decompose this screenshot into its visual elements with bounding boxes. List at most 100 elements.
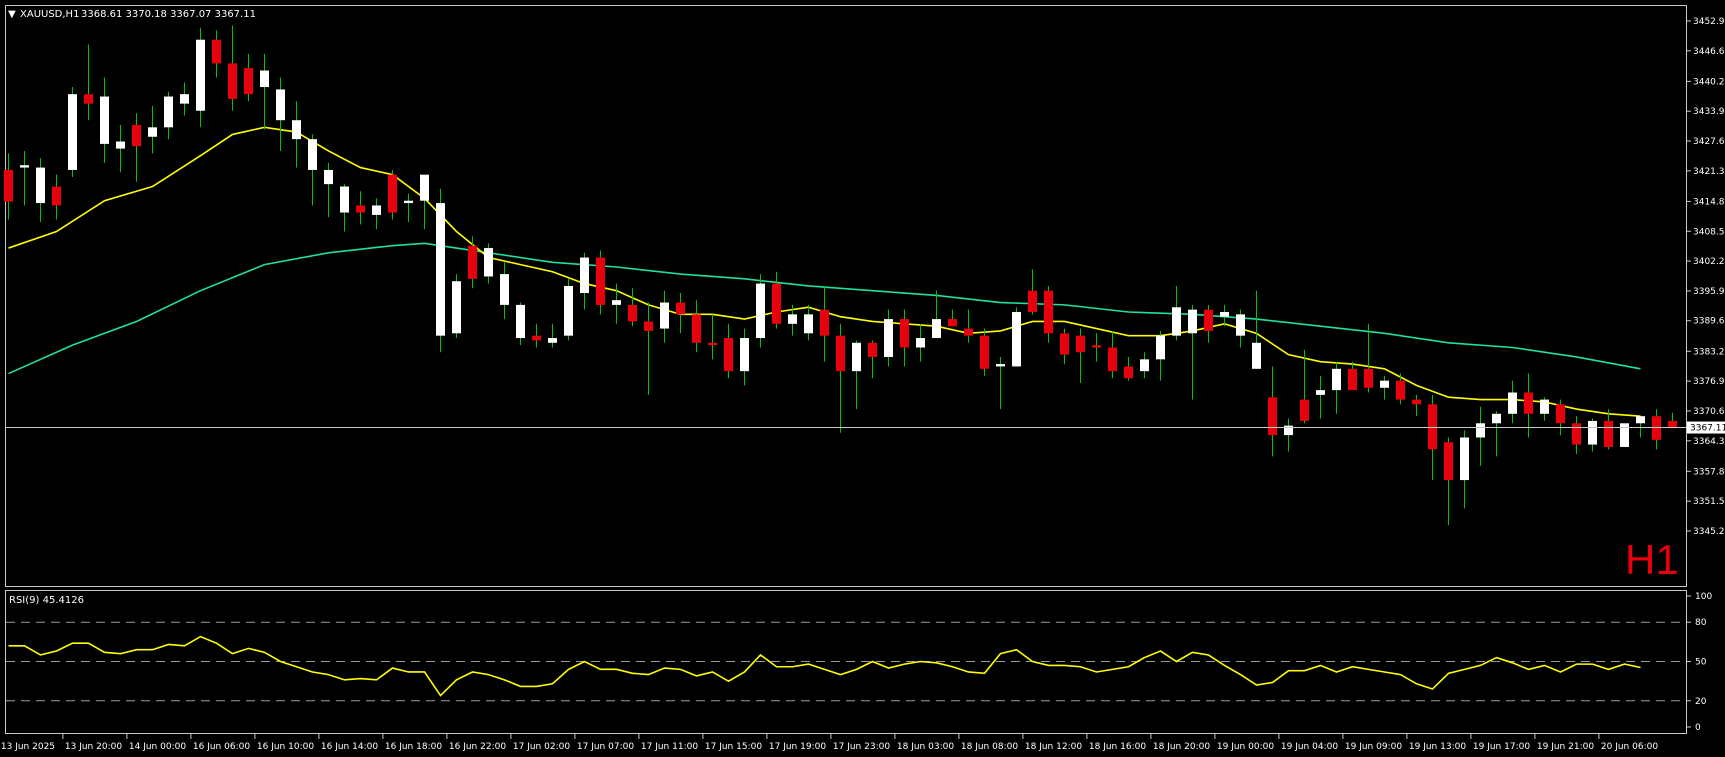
price-tick-label: 3408.55 (1693, 227, 1725, 237)
price-pane-frame (5, 5, 1687, 587)
rsi-tick-label: 20 (1695, 697, 1707, 707)
candle-body-bear (1364, 368, 1373, 388)
candle-body-bull (660, 302, 669, 329)
candle-body-bear (724, 338, 733, 372)
candle-body-bull (180, 94, 189, 104)
candle (1380, 375, 1389, 400)
candle (1572, 416, 1581, 455)
candle (1028, 269, 1037, 315)
ohlc-readout: 3368.61 3370.18 3367.07 3367.11 (81, 9, 256, 20)
candle-body-bull (1332, 368, 1341, 391)
candle-body-bull (1508, 392, 1517, 414)
price-axis: 3452.95 3446.65 3440.20 3433.90 3427.60 3421.… (1687, 17, 1725, 537)
candle-body-bear (388, 174, 397, 213)
candle-body-bear (628, 304, 637, 322)
candle-body-bear (1268, 397, 1277, 436)
candle-body-bull (308, 139, 317, 170)
candle-body-bull (436, 203, 445, 336)
candle-body-bear (1092, 345, 1101, 348)
rsi-line (8, 635, 1641, 697)
candle (516, 302, 525, 346)
time-tick-label: 17 Jun 07:00 (577, 742, 634, 752)
candle-body-bear (212, 39, 221, 64)
candle-body-bull (1476, 423, 1485, 438)
time-tick-label: 18 Jun 03:00 (897, 742, 954, 752)
candle-body-bear (228, 63, 237, 99)
candle (548, 323, 557, 348)
time-tick-label: 17 Jun 02:00 (513, 742, 570, 752)
candle-body-bear (644, 321, 653, 331)
candle (1492, 411, 1501, 457)
candle (1044, 285, 1053, 343)
rsi-pane-frame (5, 590, 1687, 734)
candle-body-bear (948, 319, 957, 327)
candle-body-bear (532, 335, 541, 341)
price-tick-label: 3389.65 (1693, 317, 1725, 327)
candle-body-bull (1188, 309, 1197, 334)
candle-body-bear (964, 328, 973, 336)
candle (436, 188, 445, 353)
candle (420, 174, 429, 230)
candle (1204, 304, 1213, 343)
candle-body-bear (84, 94, 93, 104)
candle (868, 340, 877, 379)
candle (1364, 323, 1373, 393)
candle-body-bull (100, 96, 109, 144)
candle (660, 290, 669, 343)
candle (836, 323, 845, 433)
candle (388, 169, 397, 220)
candle-body-bear (1044, 290, 1053, 334)
candle (196, 27, 205, 128)
candle (116, 124, 125, 173)
candle (916, 323, 925, 362)
candle (884, 309, 893, 367)
time-axis: 13 Jun 2025 13 Jun 20:00 14 Jun 00:00 16 Ju… (1, 734, 1658, 752)
candle (468, 236, 477, 289)
candle (228, 25, 237, 111)
rsi-tick-label: 100 (1695, 592, 1712, 602)
candle (500, 262, 509, 320)
candle (1060, 328, 1069, 365)
candle (580, 252, 589, 310)
candle-body-bear (980, 335, 989, 369)
candle-body-bull (148, 127, 157, 137)
symbol-menu-arrow-icon[interactable]: ▼ (8, 9, 16, 20)
time-tick-label: 16 Jun 22:00 (449, 742, 506, 752)
candle-body-bear (1348, 368, 1357, 391)
price-tick-label: 3395.95 (1693, 287, 1725, 297)
candle (20, 150, 29, 206)
candle-body-bear (244, 68, 253, 95)
candle-body-bull (20, 165, 29, 168)
candle (1108, 330, 1117, 379)
candle (964, 309, 973, 343)
candle (1188, 304, 1197, 400)
candle-body-bull (1636, 416, 1645, 424)
candle-body-bull (996, 364, 1005, 367)
candle (1412, 394, 1421, 417)
candle (1252, 290, 1261, 369)
candle-body-bear (1524, 392, 1533, 414)
candle (1332, 361, 1341, 414)
time-tick-label: 16 Jun 18:00 (385, 742, 442, 752)
candle-body-bear (820, 309, 829, 336)
price-tick-label: 3433.90 (1693, 107, 1725, 117)
candle (164, 91, 173, 140)
candle (212, 30, 221, 78)
candle-body-bear (1396, 380, 1405, 400)
candle-body-bull (292, 120, 301, 140)
time-tick-label: 17 Jun 19:00 (769, 742, 826, 752)
candle (692, 300, 701, 353)
candle (1348, 361, 1357, 391)
timeframe-watermark: H1 (1625, 536, 1679, 583)
price-tick-label: 3402.25 (1693, 257, 1725, 267)
candle (1076, 328, 1085, 384)
time-tick-label: 19 Jun 04:00 (1281, 742, 1338, 752)
time-tick-label: 18 Jun 20:00 (1153, 742, 1210, 752)
candle-body-bear (1668, 420, 1677, 428)
candle-body-bull (740, 338, 749, 372)
candle (1620, 423, 1629, 447)
candle-body-bear (4, 169, 13, 202)
candle-body-bull (1172, 307, 1181, 336)
